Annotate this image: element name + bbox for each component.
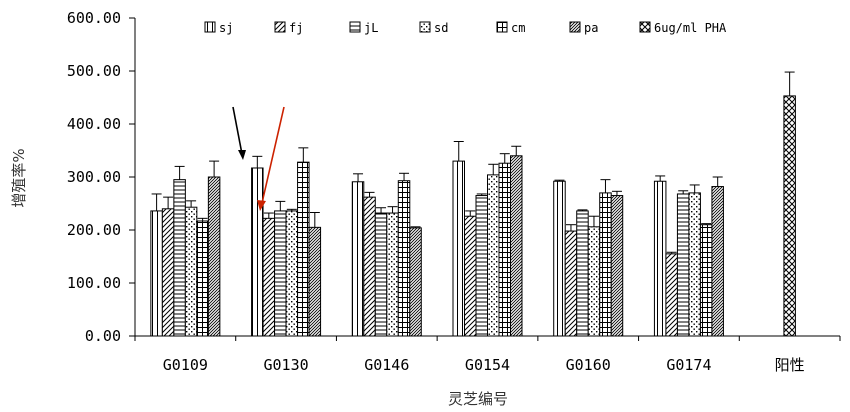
bar-G0146-sd bbox=[386, 212, 399, 337]
legend-swatch-sj bbox=[204, 21, 216, 33]
category-label: G0109 bbox=[163, 356, 208, 374]
bar-G0160-pa bbox=[610, 195, 624, 337]
bar-G0160-jL bbox=[576, 210, 589, 337]
y-tick-label: 0.00 bbox=[85, 327, 121, 345]
legend-swatch-6ug/ml PHA bbox=[639, 21, 651, 33]
bar-G0109-cm bbox=[196, 220, 209, 337]
category-label: 阳性 bbox=[775, 356, 805, 374]
bar-G0160-sj bbox=[553, 180, 566, 337]
legend-label: jL bbox=[364, 21, 378, 35]
bar-G0160-sd bbox=[587, 226, 601, 337]
bar-G0154-sd bbox=[487, 174, 500, 337]
red-arrow bbox=[261, 106, 285, 204]
category-label: G0174 bbox=[666, 356, 711, 374]
bar-G0130-sd bbox=[285, 210, 299, 337]
category-label: G0160 bbox=[566, 356, 611, 374]
bar-G0130-sj bbox=[251, 167, 264, 337]
bar-G0146-sj bbox=[351, 181, 365, 337]
category-label: G0130 bbox=[263, 356, 308, 374]
bar-G0109-fj bbox=[161, 208, 175, 337]
y-tick-label: 200.00 bbox=[67, 221, 121, 239]
bar-G0160-cm bbox=[599, 192, 612, 337]
bar-G0130-cm bbox=[297, 161, 310, 337]
category-label: G0154 bbox=[465, 356, 510, 374]
bar-G0130-jL bbox=[274, 210, 287, 337]
x-axis: G0109 G0130 G0146 G0154 G0160 G0174 阳性 bbox=[134, 335, 841, 374]
y-axis: 0.00 100.00 200.00 300.00 400.00 500.00 600.00 bbox=[67, 9, 136, 345]
y-tick-label: 100.00 bbox=[67, 274, 121, 292]
annotations bbox=[232, 106, 285, 211]
bar-G0174-cm bbox=[699, 224, 713, 337]
legend-swatch-jL bbox=[349, 21, 361, 33]
bar-G0154-fj bbox=[464, 215, 477, 337]
bar-G0109-pa bbox=[207, 176, 221, 337]
legend-swatch-sd bbox=[419, 21, 431, 33]
y-tick-label: 400.00 bbox=[67, 115, 121, 133]
bar-G0109-jL bbox=[173, 179, 186, 337]
bar-G0154-sj bbox=[452, 160, 465, 337]
bar-G0109-sj bbox=[150, 210, 163, 337]
y-axis-label: 增殖率% bbox=[10, 148, 28, 207]
bar-G0130-pa bbox=[308, 226, 322, 337]
legend-swatch-cm bbox=[496, 21, 508, 33]
bar-G0130-fj bbox=[262, 217, 276, 337]
legend-label: sj bbox=[219, 21, 233, 35]
bar-G0146-pa bbox=[409, 227, 422, 337]
bar-G0154-pa bbox=[510, 155, 523, 337]
legend-swatch-pa bbox=[569, 21, 581, 33]
y-tick-label: 500.00 bbox=[67, 62, 121, 80]
bar-G0154-cm bbox=[498, 162, 511, 337]
black-arrow bbox=[232, 106, 243, 155]
legend: sj fj jL sd cm pa 6ug/ml PHA bbox=[204, 21, 727, 35]
bar-G0174-jL bbox=[676, 193, 690, 337]
legend-swatch-fj bbox=[274, 21, 286, 33]
bar-G0174-sj bbox=[653, 180, 667, 337]
y-tick-label: 600.00 bbox=[67, 9, 121, 27]
bars bbox=[150, 71, 796, 337]
black-arrow-head bbox=[238, 150, 246, 160]
legend-label: cm bbox=[511, 21, 525, 35]
bar-G0109-sd bbox=[184, 206, 198, 337]
bar-G0146-fj bbox=[363, 196, 376, 337]
x-axis-label: 灵芝编号 bbox=[448, 390, 508, 408]
category-label: G0146 bbox=[364, 356, 409, 374]
legend-label: fj bbox=[289, 21, 303, 35]
bar-G0174-fj bbox=[665, 253, 678, 337]
red-arrow-head bbox=[257, 200, 266, 211]
bar-G0160-fj bbox=[564, 230, 578, 337]
bar-阳性-6ug/ml PHA bbox=[783, 95, 796, 337]
bar-G0174-pa bbox=[711, 186, 724, 337]
legend-label: sd bbox=[434, 21, 448, 35]
y-tick-label: 300.00 bbox=[67, 168, 121, 186]
legend-label: pa bbox=[584, 21, 598, 35]
legend-label: 6ug/ml PHA bbox=[654, 21, 727, 35]
bar-G0174-sd bbox=[688, 192, 701, 337]
bar-G0146-cm bbox=[397, 180, 411, 337]
bar-G0154-jL bbox=[475, 195, 488, 337]
bar-G0146-jL bbox=[374, 212, 388, 337]
